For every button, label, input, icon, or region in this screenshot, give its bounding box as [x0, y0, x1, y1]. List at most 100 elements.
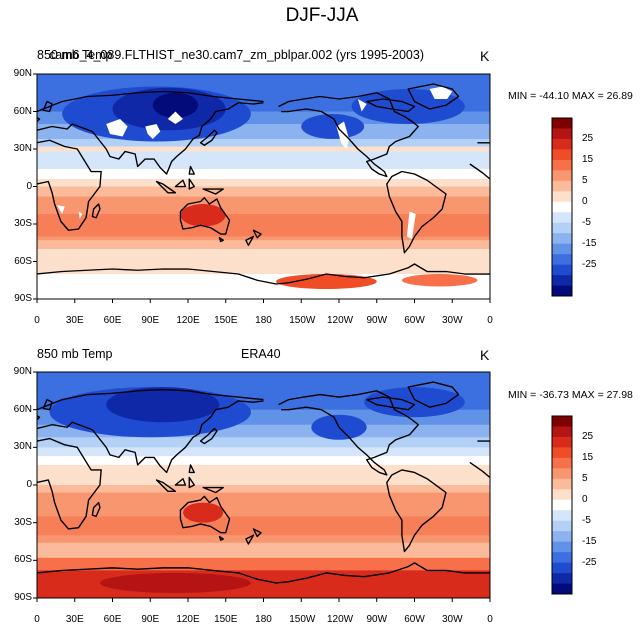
- lat-tick-label: 30S: [14, 516, 32, 528]
- colorbar-swatch: [552, 499, 572, 511]
- lat-tick-label: 60S: [14, 255, 32, 267]
- colorbar-label: -25: [582, 556, 597, 568]
- lon-tick-label: 90W: [366, 315, 388, 326]
- lon-tick-label: 150E: [214, 315, 238, 326]
- colorbar-swatch: [552, 562, 572, 574]
- colorbar-swatch: [552, 159, 572, 171]
- lon-tick-label: 120W: [327, 315, 354, 326]
- top-overlay-title: cam6_4_089.FLTHIST_ne30.cam7_zm_pblpar.0…: [49, 48, 424, 62]
- bottom-left-title: 850 mb Temp: [37, 347, 113, 361]
- colorbar-swatch: [552, 468, 572, 480]
- colorbar-swatch: [552, 426, 572, 438]
- colorbar-label: -25: [582, 258, 597, 270]
- lon-tick-label: 120E: [176, 614, 200, 625]
- lon-tick-label: 180: [255, 614, 272, 625]
- colorbar-swatch: [552, 510, 572, 522]
- lat-tick-label: 60N: [13, 403, 32, 415]
- lon-tick-label: 90E: [141, 315, 160, 326]
- colorbar-swatch: [552, 275, 572, 286]
- lon-tick-label: 60W: [404, 315, 425, 326]
- lon-tick-label: 60E: [103, 315, 122, 326]
- lon-tick-label: 90W: [366, 614, 388, 625]
- colorbar-swatch: [552, 222, 572, 234]
- lat-tick-label: 90S: [14, 293, 32, 304]
- top-units: K: [480, 48, 490, 64]
- colorbar-swatch: [552, 201, 572, 213]
- colorbar-label: 25: [582, 430, 594, 442]
- lon-tick-label: 30E: [65, 315, 84, 326]
- colorbar-label: -5: [582, 216, 591, 228]
- lat-tick-label: 90S: [14, 592, 32, 603]
- colorbar-swatch: [552, 552, 572, 563]
- colorbar-swatch: [552, 541, 572, 553]
- top-minmax: MIN = -44.10 MAX = 26.89: [508, 90, 633, 102]
- lon-tick-label: 0: [34, 614, 40, 625]
- lon-tick-label: 120W: [327, 614, 354, 625]
- colorbar-swatch: [552, 573, 572, 584]
- lon-tick-label: 90E: [141, 614, 160, 625]
- colorbar-label: 0: [582, 195, 588, 207]
- colorbar-swatch: [552, 478, 572, 490]
- colorbar-swatch: [552, 149, 572, 161]
- colorbar-label: -15: [582, 237, 597, 249]
- bottom-units: K: [480, 347, 490, 363]
- colorbar-swatch: [552, 243, 572, 255]
- colorbar-swatch: [552, 180, 572, 192]
- lat-tick-label: 30S: [14, 218, 32, 229]
- lon-tick-label: 0: [34, 315, 40, 326]
- lon-tick-label: 150W: [289, 614, 316, 625]
- lon-tick-label: 150E: [214, 614, 238, 625]
- lon-tick-label: 30W: [441, 614, 463, 625]
- colorbar-swatch: [552, 191, 572, 203]
- colorbar-swatch: [552, 118, 572, 129]
- colorbar-swatch: [552, 520, 572, 532]
- bottom-minmax: MIN = -36.73 MAX = 27.98: [508, 389, 633, 401]
- colorbar-swatch: [552, 457, 572, 469]
- colorbar-swatch: [552, 264, 572, 276]
- top-left-title: 850 mb Temp: [37, 48, 113, 62]
- colorbar-label: 15: [582, 451, 594, 463]
- lon-tick-label: 30E: [65, 614, 84, 625]
- colorbar-swatch: [552, 416, 572, 427]
- lon-tick-label: 0: [487, 315, 493, 326]
- colorbar-swatch: [552, 254, 572, 265]
- colorbar-swatch: [552, 170, 572, 182]
- colorbar-label: 5: [582, 472, 588, 484]
- lat-tick-label: 0: [26, 479, 32, 490]
- bottom-center-title: ERA40: [241, 347, 281, 361]
- lat-tick-label: 30N: [13, 143, 32, 154]
- lon-tick-label: 150W: [289, 315, 316, 326]
- colorbar-swatch: [552, 489, 572, 501]
- lat-tick-label: 60N: [13, 105, 32, 117]
- colorbar-swatch: [552, 212, 572, 224]
- lon-tick-label: 0: [487, 614, 493, 625]
- colorbar-label: -5: [582, 514, 591, 526]
- colorbar-label: 25: [582, 132, 594, 144]
- colorbar-swatch: [552, 138, 572, 150]
- colorbar-frame: [551, 117, 573, 297]
- lon-tick-label: 60E: [103, 614, 122, 625]
- lat-tick-label: 90N: [13, 366, 32, 377]
- colorbar-swatch: [552, 583, 572, 595]
- colorbar-swatch: [552, 436, 572, 448]
- colorbar-label: -15: [582, 535, 597, 547]
- lon-tick-label: 60W: [404, 614, 425, 625]
- lon-tick-label: 120E: [176, 315, 200, 326]
- colorbar-swatch: [552, 447, 572, 459]
- lon-tick-label: 180: [255, 315, 272, 326]
- lat-tick-label: 30N: [13, 441, 32, 453]
- figure-title: DJF-JJA: [285, 5, 359, 26]
- colorbar-frame: [551, 415, 573, 595]
- lon-tick-label: 30W: [441, 315, 463, 326]
- colorbar-swatch: [552, 285, 572, 297]
- lat-tick-label: 0: [26, 180, 32, 192]
- colorbar-swatch: [552, 128, 572, 140]
- colorbar-swatch: [552, 233, 572, 244]
- colorbar-label: 0: [582, 493, 588, 505]
- colorbar-label: 15: [582, 153, 594, 165]
- colorbar-label: 5: [582, 174, 588, 186]
- lat-tick-label: 60S: [14, 554, 32, 566]
- lat-tick-label: 90N: [13, 68, 32, 79]
- colorbar-swatch: [552, 531, 572, 542]
